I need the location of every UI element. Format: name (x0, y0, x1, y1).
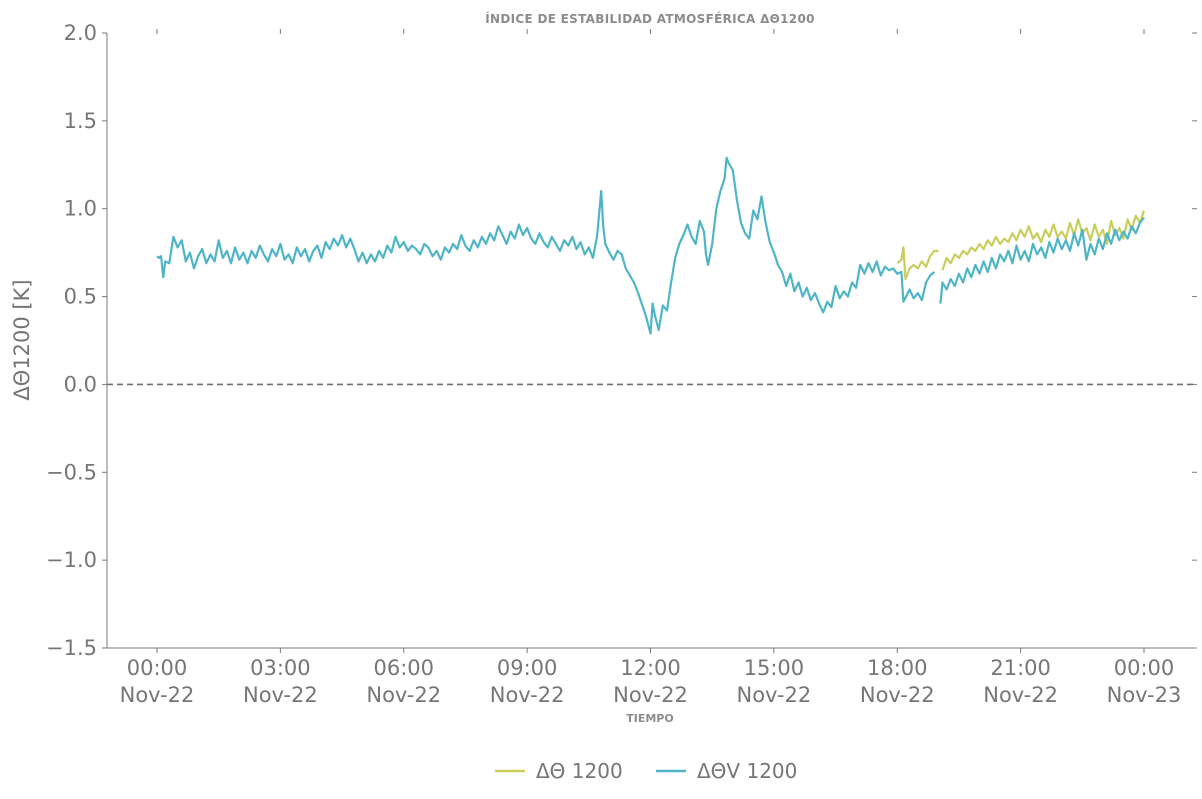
y-tick-label: −1.0 (46, 548, 97, 572)
x-tick-time-label: 21:00 (990, 656, 1051, 680)
x-tick-date-label: Nov-22 (120, 683, 195, 707)
x-tick-time-label: 09:00 (497, 656, 558, 680)
chart-legend: ΔΘ 1200 ΔΘV 1200 (495, 759, 797, 783)
series-layer (156, 156, 1146, 335)
x-tick-date-label: Nov-22 (366, 683, 441, 707)
axes (106, 33, 1197, 649)
x-tick-date-label: Nov-22 (490, 683, 565, 707)
y-axis-ticks: 2.0 1.5 1.0 0.5 0.0 −0.5 −1.0 −1.5 (46, 21, 1197, 660)
x-axis-label: TIEMPO (626, 712, 673, 725)
y-tick-label: 0.0 (64, 372, 97, 396)
x-axis-ticks: 00:00 Nov-22 03:00 Nov-22 06:00 Nov-22 09:00 No… (120, 29, 1182, 707)
legend-theta: ΔΘ 1200 (495, 759, 623, 783)
x-tick-date-label: Nov-22 (983, 683, 1058, 707)
x-tick-time-label: 15:00 (744, 656, 805, 680)
chart-title: ÍNDICE DE ESTABILIDAD ATMOSFÉRICA ΔΘ1200 (485, 11, 815, 26)
x-tick-date-label: Nov-22 (860, 683, 935, 707)
y-tick-label: 0.5 (64, 285, 97, 309)
x-tick-date-label: Nov-23 (1107, 683, 1182, 707)
y-tick-label: 1.5 (64, 109, 97, 133)
y-tick-label: −0.5 (46, 460, 97, 484)
y-tick-label: 1.0 (64, 197, 97, 221)
legend-label: ΔΘ 1200 (536, 759, 623, 783)
x-tick-time-label: 06:00 (373, 656, 434, 680)
y-tick-label: 2.0 (64, 21, 97, 45)
x-tick-time-label: 18:00 (867, 656, 928, 680)
x-tick-date-label: Nov-22 (613, 683, 688, 707)
x-tick-date-label: Nov-22 (737, 683, 812, 707)
x-tick-time-label: 00:00 (1114, 656, 1175, 680)
x-tick-time-label: 00:00 (127, 656, 188, 680)
x-tick-time-label: 12:00 (620, 656, 681, 680)
y-tick-label: −1.5 (46, 636, 97, 660)
x-tick-date-label: Nov-22 (243, 683, 318, 707)
series-line-theta (896, 210, 1146, 281)
legend-thetav: ΔΘV 1200 (656, 759, 797, 783)
series-line-thetav (156, 156, 1145, 335)
legend-label: ΔΘV 1200 (697, 759, 797, 783)
y-axis-label: ΔΘ1200 [K] (10, 279, 34, 400)
x-tick-time-label: 03:00 (250, 656, 311, 680)
